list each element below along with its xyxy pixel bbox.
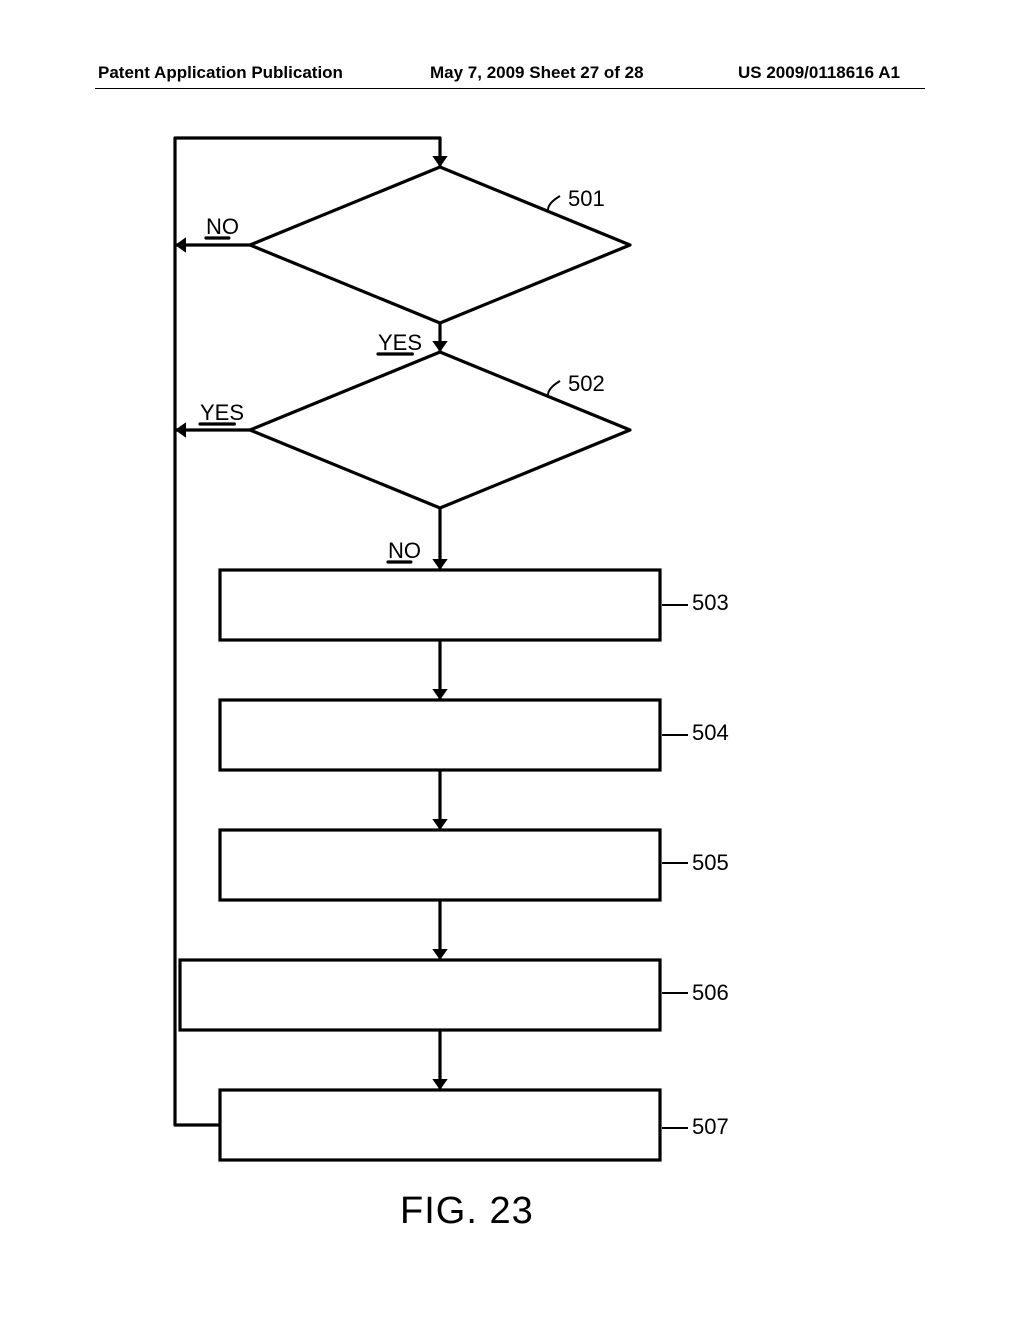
edge-label-e23: NO [388,538,421,564]
ref-r5: 505 [692,850,729,876]
ref-d1: 501 [568,186,605,212]
edge-label-e12: YES [378,330,422,356]
ref-r3: 503 [692,590,729,616]
edge-label-e1no: NO [206,214,239,240]
ref-r7: 507 [692,1114,729,1140]
ref-r6: 506 [692,980,729,1006]
patent-page: Patent Application Publication May 7, 20… [0,0,1024,1320]
edge-label-e2yes: YES [200,400,244,426]
ref-r4: 504 [692,720,729,746]
ref-d2: 502 [568,371,605,397]
flowchart-svg [0,0,1024,1320]
figure-caption: FIG. 23 [400,1190,534,1233]
